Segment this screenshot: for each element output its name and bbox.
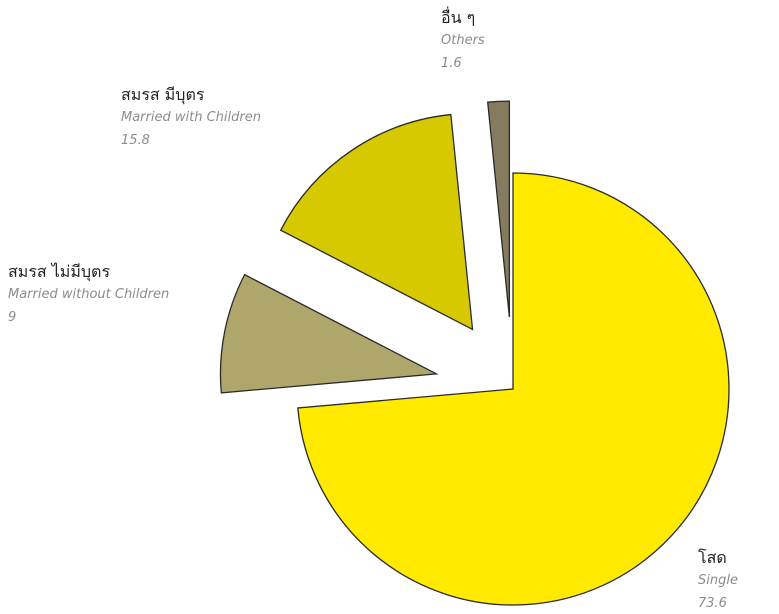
slice-others	[486, 100, 511, 318]
label-married-with-children-value: 15.8	[121, 133, 150, 148]
label-others: อื่น ๆ Others 1.6	[441, 8, 485, 74]
label-married-with-children: สมรส มีบุตร Married with Children 15.8	[121, 85, 261, 151]
slice-married-with-children	[279, 113, 474, 331]
label-single-th: โสด	[698, 548, 727, 567]
label-married-no-children-en: Married without Children	[8, 287, 170, 302]
label-others-en: Others	[441, 33, 485, 48]
label-others-th: อื่น ๆ	[441, 8, 476, 27]
label-married-no-children-th: สมรส ไม่มีบุตร	[8, 262, 111, 281]
label-single-value: 73.6	[698, 596, 727, 611]
slice-single	[297, 172, 730, 606]
slice-married-no-children	[219, 273, 439, 394]
label-married-with-children-en: Married with Children	[121, 110, 261, 125]
label-married-no-children-value: 9	[8, 310, 17, 325]
label-married-no-children: สมรส ไม่มีบุตร Married without Children …	[8, 262, 169, 328]
label-single-en: Single	[698, 573, 738, 588]
label-others-value: 1.6	[441, 56, 462, 71]
label-married-with-children-th: สมรส มีบุตร	[121, 85, 205, 104]
label-single: โสด Single 73.6	[698, 548, 738, 614]
